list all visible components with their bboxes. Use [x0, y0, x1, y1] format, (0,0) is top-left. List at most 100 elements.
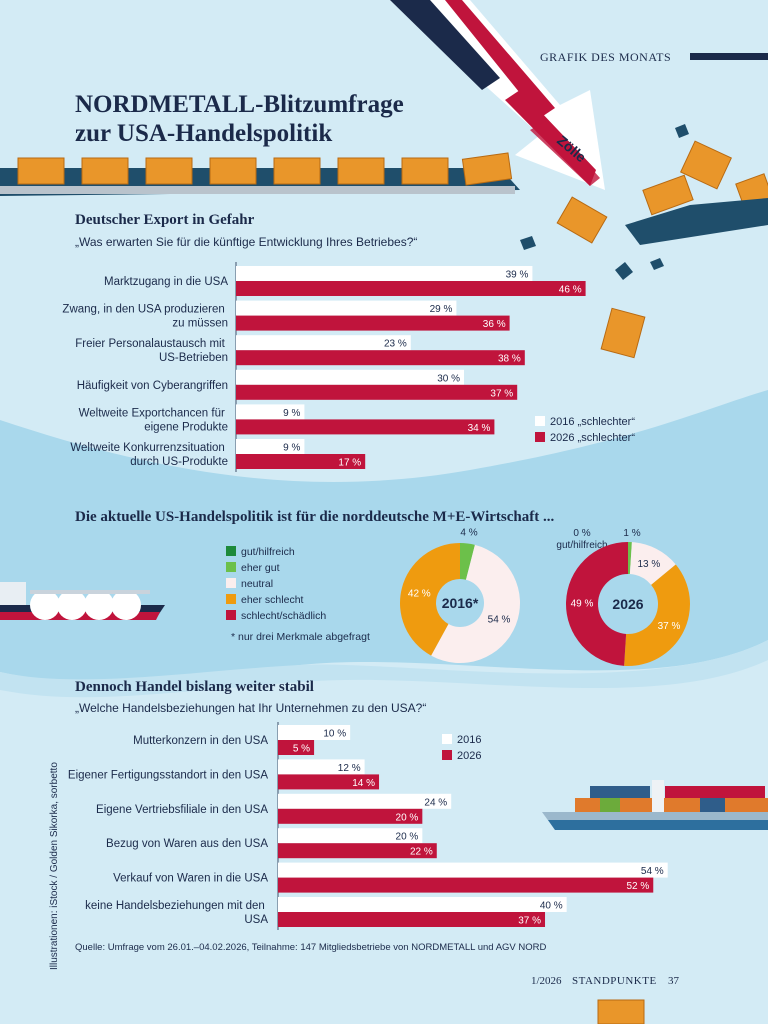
- footer-magazine: STANDPUNKTE: [572, 975, 657, 987]
- value-label: 20 %: [396, 832, 419, 843]
- value-label: 12 %: [338, 763, 361, 774]
- legend-label: gut/hilfreich: [241, 546, 295, 558]
- bar: [236, 266, 533, 281]
- bar: [278, 774, 380, 790]
- category-label: Eigener Fertigungsstandort in den USA: [68, 769, 268, 781]
- value-label: 1 %: [623, 528, 640, 539]
- bar: [278, 897, 567, 912]
- bar: [236, 419, 495, 435]
- lng-ship-illustration: [0, 582, 165, 620]
- legend-label: 2026 „schlechter“: [550, 432, 635, 444]
- bar: [236, 281, 586, 296]
- value-label: 9 %: [283, 443, 300, 454]
- value-label: 4 %: [460, 528, 477, 539]
- header-bar: [690, 53, 768, 60]
- legend-swatch: [442, 750, 452, 760]
- legend-label: 2026: [457, 750, 481, 762]
- main-title: NORDMETALL-Blitzumfrage zur USA-Handelsp…: [75, 91, 410, 147]
- value-label: 49 %: [571, 599, 594, 610]
- annotation: gut/hilfreich: [556, 540, 607, 551]
- value-label: 46 %: [559, 285, 582, 296]
- value-label: 34 %: [468, 423, 491, 434]
- bar: [278, 862, 668, 878]
- legend-swatch: [226, 546, 236, 556]
- donut-center-label: 2016*: [442, 595, 479, 611]
- donut-segment: [565, 542, 628, 666]
- value-label: 37 %: [490, 388, 513, 399]
- value-label: 22 %: [410, 847, 433, 858]
- legend-swatch: [535, 416, 545, 426]
- bar: [236, 454, 366, 469]
- footnote: * nur drei Merkmale abgefragt: [231, 631, 370, 643]
- bar: [236, 315, 510, 331]
- bar: [278, 828, 423, 844]
- donut-segment: [431, 544, 520, 663]
- bar: [278, 725, 351, 740]
- source: Quelle: Umfrage vom 26.01.–04.02.2026, T…: [75, 942, 547, 953]
- legend-label: 2016: [457, 734, 481, 746]
- value-label: 39 %: [506, 270, 529, 281]
- category-label: Mutterkonzern in den USA: [133, 735, 268, 747]
- footer-issue: 1/2026: [531, 975, 562, 987]
- legend-swatch: [226, 610, 236, 620]
- category-label: Weltweite Exportchancen für eigene Produ…: [79, 407, 228, 433]
- legend-swatch: [226, 562, 236, 572]
- wave-edge: [0, 640, 768, 698]
- bar: [236, 350, 525, 366]
- category-label: keine Handelsbeziehungen mit den USA: [85, 900, 268, 926]
- legend-label: 2016 „schlechter“: [550, 416, 635, 428]
- value-label: 14 %: [352, 778, 375, 789]
- category-label: Eigene Vertriebsfiliale in den USA: [96, 804, 268, 816]
- flag-arrow-illustration: [390, 0, 605, 190]
- value-label: 37 %: [518, 916, 541, 927]
- donut-segment: [624, 564, 690, 667]
- footer-page: 37: [668, 975, 680, 987]
- kicker: GRAFIK DES MONATS: [540, 50, 671, 64]
- category-label: Zwang, in den USA produzieren zu müssen: [62, 304, 228, 330]
- donut-segment: [399, 543, 460, 656]
- category-label: Verkauf von Waren in die USA: [113, 873, 268, 885]
- chart-subtitle: „Welche Handelsbeziehungen hat Ihr Unter…: [75, 701, 426, 715]
- bar: [236, 369, 464, 385]
- legend-swatch: [442, 734, 452, 744]
- donut-segment: [628, 542, 632, 575]
- value-label: 9 %: [283, 408, 300, 419]
- bar: [236, 335, 411, 351]
- container-ship-illustration: [542, 780, 768, 830]
- value-label: 36 %: [483, 319, 506, 330]
- value-label: 24 %: [424, 797, 447, 808]
- chart-title: Deutscher Export in Gefahr: [75, 212, 255, 228]
- legend-swatch: [226, 594, 236, 604]
- bar: [278, 843, 437, 859]
- bar: [236, 300, 457, 316]
- donut-segment: [629, 542, 676, 585]
- conveyor-illustration: [0, 124, 768, 1024]
- bar: [278, 877, 654, 893]
- value-label: 52 %: [626, 881, 649, 892]
- value-label: 54 %: [641, 866, 664, 877]
- category-label: Häufigkeit von Cyberangriffen: [77, 380, 228, 392]
- chart-title: Die aktuelle US-Handelspolitik ist für d…: [75, 509, 555, 525]
- value-label: 23 %: [384, 339, 407, 350]
- bar: [236, 404, 305, 420]
- bar: [236, 384, 518, 400]
- category-label: Bezug von Waren aus den USA: [106, 838, 268, 850]
- value-label: 42 %: [408, 589, 431, 600]
- bar: [278, 808, 423, 824]
- chart-title: Dennoch Handel bislang weiter stabil: [75, 679, 314, 695]
- category-label: Marktzugang in die USA: [104, 276, 228, 288]
- bar: [236, 439, 305, 454]
- legend-label: schlecht/schädlich: [241, 610, 326, 622]
- value-label: 0 %: [573, 528, 590, 539]
- donut-segment: [460, 542, 475, 580]
- credit: Illustrationen: iStock / Golden Sikorka,…: [49, 762, 60, 970]
- category-label: Freier Personalaustausch mit US-Betriebe…: [75, 338, 228, 364]
- legend-label: neutral: [241, 578, 273, 590]
- value-label: 13 %: [637, 559, 660, 570]
- value-label: 20 %: [396, 812, 419, 823]
- value-label: 37 %: [658, 621, 681, 632]
- bar: [278, 793, 452, 809]
- value-label: 38 %: [498, 354, 521, 365]
